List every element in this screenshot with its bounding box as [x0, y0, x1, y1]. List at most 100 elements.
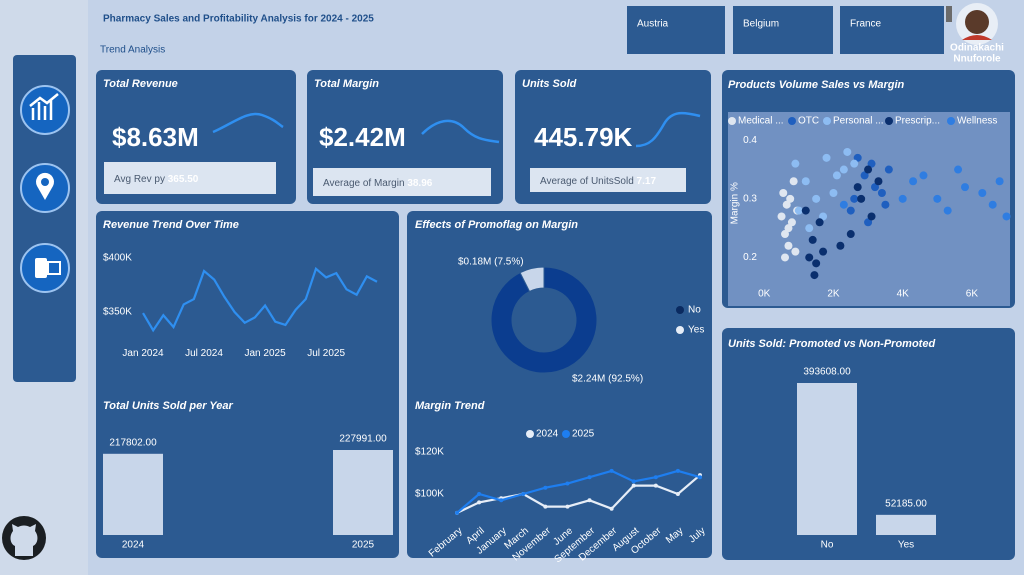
line-marker	[477, 500, 482, 505]
chart-title: Units Sold: Promoted vs Non-Promoted	[728, 338, 935, 350]
avatar-face	[965, 10, 989, 34]
line-marker	[609, 506, 614, 511]
panel	[722, 328, 1015, 560]
nav-icon[interactable]	[20, 163, 70, 213]
icon-shape[interactable]	[35, 258, 47, 278]
icon-shape[interactable]	[29, 93, 59, 120]
legend-marker	[823, 117, 831, 125]
scatter-point	[789, 177, 798, 186]
icon-shape[interactable]	[36, 172, 54, 200]
kpi-sub: Avg Rev py 365.50	[114, 174, 199, 185]
data-label: $0.18M (7.5%)	[458, 257, 524, 268]
scatter-point	[843, 147, 852, 156]
bar	[333, 450, 393, 535]
scatter-point	[836, 241, 845, 250]
legend-label: 2024	[536, 429, 559, 440]
chart-title: Effects of Promoflag on Margin	[415, 219, 578, 231]
kpi-subbox	[104, 162, 276, 194]
scatter-point	[805, 253, 814, 262]
scatter-point	[850, 194, 859, 203]
scatter-point	[874, 177, 883, 186]
plot-area	[728, 112, 1010, 306]
kpi-title: Units Sold	[522, 78, 577, 90]
slicer[interactable]	[627, 6, 725, 54]
line-marker	[543, 485, 548, 490]
line-marker	[565, 481, 570, 486]
user-name: Odinakachi	[950, 43, 1004, 54]
icon-shape[interactable]	[47, 261, 61, 275]
scatter-point	[832, 171, 841, 180]
kpi-value: $2.42M	[319, 122, 406, 152]
scatter-point	[784, 241, 793, 250]
line-marker	[565, 504, 570, 509]
kpi-sub: Average of UnitsSold 7.17	[540, 176, 656, 187]
scatter-point	[853, 183, 862, 192]
x-tick-label: Jan 2024	[122, 348, 164, 359]
x-tick-label: 2025	[352, 540, 375, 551]
x-tick-label: 0K	[758, 289, 771, 300]
scatter-point	[995, 177, 1004, 186]
y-tick-label: 0.3	[743, 193, 757, 204]
github-cat[interactable]	[10, 524, 38, 556]
scatter-point	[1002, 212, 1011, 221]
scatter-point	[794, 206, 803, 215]
nav-icon[interactable]	[20, 85, 70, 135]
icon-shape[interactable]	[41, 178, 49, 186]
kpi-sub-value: 7.17	[637, 176, 657, 187]
data-label: 217802.00	[109, 437, 157, 448]
line-marker	[477, 492, 482, 496]
line-marker	[455, 510, 459, 515]
scatter-point	[812, 194, 821, 203]
slicer[interactable]	[733, 6, 833, 54]
page-title: Pharmacy Sales and Profitability Analysi…	[103, 14, 374, 25]
scatter-point	[779, 188, 788, 197]
scatter-point	[781, 253, 789, 262]
legend-label: Yes	[688, 325, 704, 336]
legend-marker	[676, 326, 684, 334]
scatter-point	[846, 206, 855, 215]
line-marker	[631, 479, 636, 484]
slicer-label[interactable]: Austria	[637, 19, 669, 30]
github-link[interactable]	[2, 516, 46, 560]
scatter-point	[881, 200, 890, 209]
scatter-point	[850, 159, 859, 168]
scatter-point	[898, 194, 907, 203]
scatter-point	[791, 247, 800, 256]
legend-label: Wellness	[957, 116, 997, 127]
scatter-point	[815, 218, 824, 227]
line-marker	[698, 475, 702, 480]
legend-label: Personal ...	[833, 116, 884, 127]
nav-icon[interactable]	[20, 243, 70, 293]
legend-label: OTC	[798, 116, 819, 127]
scatter-point	[801, 177, 810, 186]
legend-label: Prescrip...	[895, 116, 940, 127]
chart-title: Margin Trend	[415, 400, 485, 412]
slicer[interactable]	[840, 6, 944, 54]
line-marker	[675, 492, 680, 496]
scatter-point	[777, 212, 786, 221]
sparkline	[212, 112, 284, 134]
x-tick-label: 2K	[827, 289, 840, 300]
scatter-point	[784, 224, 793, 233]
kpi-sub: Average of Margin 38.96	[323, 178, 433, 189]
legend-marker	[562, 430, 570, 438]
slicer-label[interactable]: France	[850, 19, 882, 30]
data-label: 393608.00	[803, 367, 851, 378]
scatter-point	[877, 188, 886, 197]
scatter-point	[782, 200, 791, 209]
scatter-point	[791, 159, 800, 168]
y-tick-label: $100K	[415, 489, 444, 500]
bar	[103, 453, 163, 535]
sparkline	[635, 111, 701, 148]
x-tick-label: 2024	[122, 540, 145, 551]
page-subtitle: Trend Analysis	[100, 45, 165, 56]
scatter-point	[805, 224, 814, 233]
data-label: $2.24M (92.5%)	[572, 374, 643, 385]
legend-marker	[526, 430, 534, 438]
slicer-label[interactable]: Belgium	[743, 19, 779, 30]
kpi-title: Total Revenue	[103, 78, 178, 90]
kpi-value: $8.63M	[112, 122, 199, 152]
x-tick-label: Jul 2024	[185, 348, 223, 359]
kpi-subbox	[313, 168, 491, 196]
